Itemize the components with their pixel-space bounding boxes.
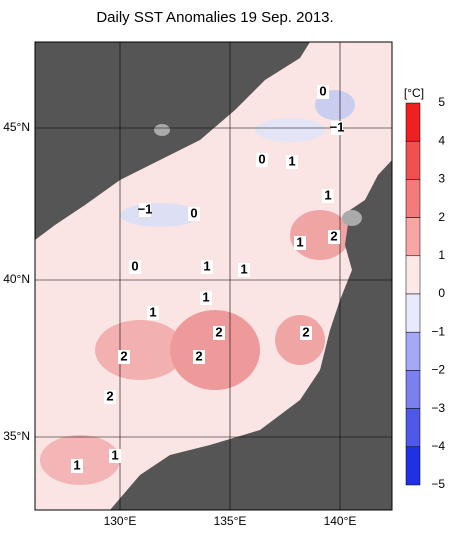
contour-label: −1 [330, 119, 345, 134]
contour-label: −1 [138, 201, 153, 216]
contour-label-bg [331, 121, 343, 135]
lon-label: 130°E [104, 514, 137, 528]
colorbar-segment [405, 217, 421, 257]
contour-label: 2 [302, 324, 309, 339]
contour-label-bg [317, 85, 329, 99]
contour-label: 1 [324, 187, 331, 202]
lon-label: 140°E [324, 514, 357, 528]
colorbar-segment [405, 140, 421, 180]
colorbar-segment [405, 331, 421, 371]
colorbar-segment [405, 179, 421, 218]
contour-label: 1 [203, 258, 210, 273]
contour-label-bg [118, 350, 130, 364]
colorbar-segment [405, 102, 421, 142]
contour-label-bg [256, 153, 268, 167]
contour-label: 1 [73, 457, 80, 472]
colorbar-segment [405, 408, 421, 448]
colorbar-segment [405, 293, 421, 333]
contour-label: 0 [319, 83, 326, 98]
contour-label: 0 [190, 205, 197, 220]
colorbar-label: −1 [431, 324, 445, 338]
contour-label-bg [213, 326, 225, 340]
colorbar-label: −4 [431, 439, 445, 453]
map-area [35, 42, 392, 510]
contour-label-bg [238, 263, 250, 277]
title: Daily SST Anomalies 19 Sep. 2013. [96, 9, 333, 26]
contour-label: 1 [149, 304, 156, 319]
contour-label: 2 [120, 348, 127, 363]
colorbar-label: −2 [431, 363, 445, 377]
colorbar-segment [405, 370, 421, 409]
contour-label-bg [188, 207, 200, 221]
colorbar-label: 0 [438, 286, 445, 300]
colorbar-segment [405, 446, 421, 486]
contour-label-bg [193, 350, 205, 364]
lat-label: 40°N [3, 272, 30, 286]
contour-label-bg [139, 203, 151, 217]
contour-label: 2 [106, 388, 113, 403]
contour-label-bg [328, 230, 340, 244]
contour-label-bg [201, 260, 213, 274]
contour-label-bg [300, 326, 312, 340]
contour-label-bg [286, 155, 298, 169]
colorbar-label: 2 [438, 210, 445, 224]
graticule [34, 41, 393, 511]
contour-label: 0 [131, 258, 138, 273]
contour-label: 1 [296, 234, 303, 249]
contour-label: 2 [195, 348, 202, 363]
contour-label-bg [71, 459, 83, 473]
contour-label-bg [200, 291, 212, 305]
contour-label: 1 [240, 261, 247, 276]
contour-label-bg [294, 236, 306, 250]
contour-label: 1 [111, 447, 118, 462]
contour-label-bg [109, 449, 121, 463]
lat-label: 45°N [3, 120, 30, 134]
contour-label-bg [129, 260, 141, 274]
lon-label: 135°E [214, 514, 247, 528]
contour-label-bg [104, 390, 116, 404]
contour-label: 1 [288, 153, 295, 168]
colorbar: 5 4 3 2 1 0 −1 −2 −3 −4 −5 [405, 95, 445, 491]
contour-label: 0 [258, 151, 265, 166]
contour-label: 2 [330, 228, 337, 243]
colorbar-label: −5 [431, 477, 445, 491]
contour-label: 1 [202, 289, 209, 304]
colorbar-label: 4 [438, 133, 445, 147]
lat-label: 35°N [3, 429, 30, 443]
unit: [°C] [404, 86, 424, 100]
contour-label: 2 [215, 324, 222, 339]
colorbar-label: 1 [438, 248, 445, 262]
colorbar-segment [405, 255, 421, 295]
contour-label-bg [322, 189, 334, 203]
contour-label-bg [147, 306, 159, 320]
colorbar-label: 5 [438, 95, 445, 109]
colorbar-label: −3 [431, 401, 445, 415]
colorbar-label: 3 [438, 172, 445, 186]
